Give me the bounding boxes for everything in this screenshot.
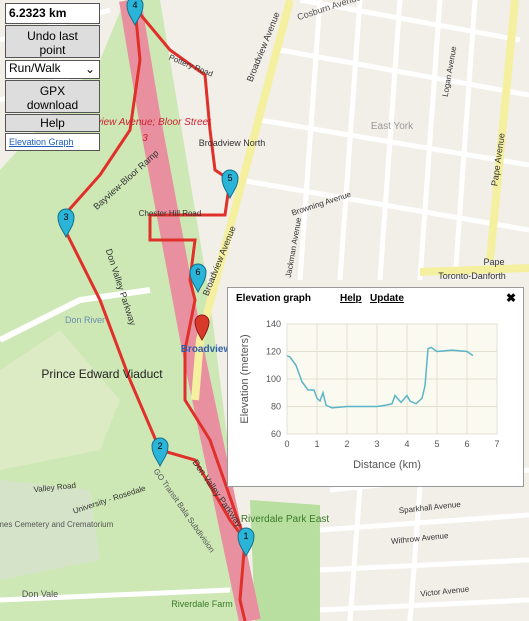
route-marker[interactable] (237, 527, 255, 558)
route-marker[interactable] (57, 208, 75, 239)
map-label: Broadview North (199, 138, 266, 148)
x-tick-label: 5 (434, 439, 439, 449)
route-marker[interactable] (151, 437, 169, 468)
mode-value: Run/Walk (9, 61, 61, 75)
broadview-avenue (191, 0, 294, 401)
distance: 6.2323 km (5, 3, 100, 24)
map-label: Chester Hill Road (139, 209, 202, 218)
y-tick-label: 60 (271, 429, 281, 439)
x-tick-label: 4 (404, 439, 409, 449)
elevation-popup: Elevation graph Help Update ✖ Distance (… (227, 287, 524, 487)
marker-label: 6 (195, 267, 200, 277)
marker-label: 2 (157, 441, 162, 451)
map-label: Pape (483, 257, 504, 267)
map-label: Don River (65, 315, 105, 325)
valley-park (0, 0, 250, 621)
x-axis-label: Distance (km) (353, 459, 421, 471)
marker-label: 5 (227, 173, 232, 183)
undo-button[interactable]: Undo last point (5, 25, 100, 58)
y-tick-label: 140 (266, 319, 281, 329)
y-axis-label: Elevation (meters) (239, 334, 251, 423)
y-tick-label: 100 (266, 374, 281, 384)
elevation-link[interactable]: Elevation Graph (5, 133, 100, 151)
x-tick-label: 6 (464, 439, 469, 449)
x-tick-label: 1 (314, 439, 319, 449)
route-marker[interactable] (189, 263, 207, 294)
elevation-line (286, 346, 474, 409)
park (0, 330, 120, 470)
bloor-viaduct (0, 287, 151, 343)
help-button[interactable]: Help (5, 114, 100, 132)
y-tick-label: 80 (271, 402, 281, 412)
x-tick-label: 7 (494, 439, 499, 449)
popup-title: Elevation graph (236, 293, 312, 304)
map-label: 3 (142, 133, 148, 144)
riverdale-park (250, 500, 320, 621)
popup-update[interactable]: Update (370, 293, 404, 304)
danforth (419, 264, 529, 276)
map-label: Don Vale (22, 589, 58, 599)
mode-select[interactable]: Run/Walk ⌄ (5, 60, 100, 79)
map-label: East York (371, 121, 414, 132)
route-marker[interactable] (126, 0, 144, 27)
popup-close[interactable]: ✖ (506, 291, 517, 305)
y-tick-label: 120 (266, 347, 281, 357)
map-label: Riverdale Farm (171, 599, 233, 609)
x-tick-label: 0 (284, 439, 289, 449)
map-label: Riverdale Park East (241, 514, 330, 525)
x-tick-label: 3 (374, 439, 379, 449)
map-label: Bayview Avenue; Bloor Street (79, 117, 212, 128)
gpx-button[interactable]: GPX download (5, 80, 100, 113)
current-pin[interactable] (194, 314, 210, 341)
elevation-chart: Distance (km) Elevation (meters) 6080100… (239, 319, 500, 471)
map-label: Valley Road (33, 481, 76, 494)
route-markers: 1 2 3 4 5 6 (57, 0, 255, 558)
marker-label: 4 (132, 0, 137, 10)
map-label: Prince Edward Viaduct (41, 367, 163, 381)
map-label: Toronto-Danforth (438, 271, 506, 281)
route-marker[interactable] (221, 169, 239, 200)
x-tick-label: 2 (344, 439, 349, 449)
marker-label: 3 (63, 212, 68, 222)
map-label: Broadview (181, 344, 232, 355)
route (58, 3, 247, 621)
popup-help[interactable]: Help (340, 293, 362, 304)
cemetery (0, 480, 100, 580)
map-label: St. James Cemetery and Crematorium (0, 520, 114, 529)
pape-avenue (486, 0, 519, 261)
marker-label: 1 (243, 531, 248, 541)
